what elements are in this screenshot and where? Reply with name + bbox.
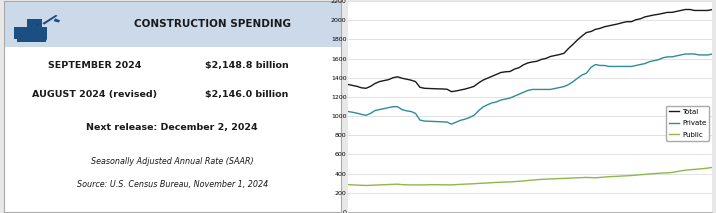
- Public: [362, 184, 370, 187]
- Text: CONSTRUCTION SPENDING: CONSTRUCTION SPENDING: [135, 19, 291, 29]
- Text: Next release: December 2, 2024: Next release: December 2, 2024: [87, 123, 258, 132]
- Private: [429, 120, 437, 123]
- Bar: [14, 27, 47, 39]
- Private: [452, 121, 460, 124]
- Public: [708, 166, 716, 169]
- Total: [452, 90, 460, 92]
- Private: [632, 64, 640, 67]
- Public: [344, 183, 352, 186]
- Total: [708, 8, 716, 11]
- Text: ⛏: ⛏: [37, 24, 38, 25]
- Bar: [27, 19, 42, 27]
- Public: [641, 173, 649, 176]
- Text: Seasonally Adjusted Annual Rate (SAAR): Seasonally Adjusted Annual Rate (SAAR): [91, 157, 253, 166]
- Public: [448, 184, 456, 186]
- Bar: [4, 1, 341, 47]
- Private: [708, 53, 716, 55]
- Text: $2,146.0 billion: $2,146.0 billion: [205, 90, 289, 99]
- Total: [632, 19, 640, 21]
- Total: [519, 63, 528, 66]
- Private: [641, 62, 649, 65]
- Total: [681, 8, 690, 11]
- Bar: [17, 39, 46, 42]
- Text: AUGUST 2024 (revised): AUGUST 2024 (revised): [32, 90, 158, 99]
- Circle shape: [38, 36, 47, 42]
- Public: [519, 180, 528, 182]
- Text: $2,148.8 billion: $2,148.8 billion: [205, 61, 289, 70]
- Polygon shape: [54, 18, 60, 23]
- Private: [448, 123, 456, 125]
- Private: [519, 91, 528, 94]
- Line: Total: Total: [348, 10, 712, 92]
- Public: [434, 183, 442, 186]
- Line: Public: Public: [348, 167, 712, 186]
- Text: Source: U.S. Census Bureau, November 1, 2024: Source: U.S. Census Bureau, November 1, …: [77, 180, 268, 189]
- Total: [641, 16, 649, 18]
- Private: [442, 121, 451, 123]
- Private: [344, 110, 352, 113]
- Public: [632, 174, 640, 176]
- Line: Private: Private: [348, 54, 712, 124]
- Text: SEPTEMBER 2024: SEPTEMBER 2024: [48, 61, 141, 70]
- Polygon shape: [42, 15, 57, 25]
- Private: [681, 53, 690, 55]
- Total: [344, 83, 352, 86]
- Public: [452, 183, 460, 186]
- Total: [429, 87, 437, 90]
- Circle shape: [18, 36, 26, 42]
- Legend: Total, Private, Public: Total, Private, Public: [666, 106, 709, 141]
- Total: [442, 88, 451, 91]
- Total: [448, 90, 456, 93]
